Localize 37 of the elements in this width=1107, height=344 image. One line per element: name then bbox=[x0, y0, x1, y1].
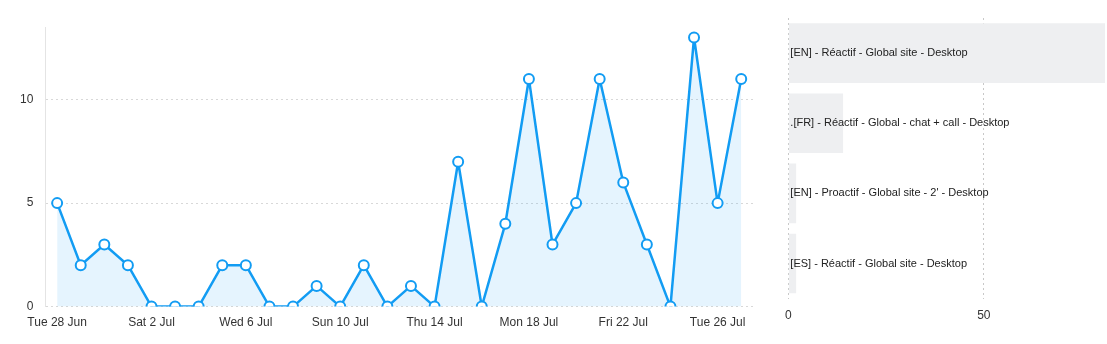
bar bbox=[788, 23, 1105, 83]
point bbox=[640, 238, 653, 251]
point bbox=[735, 72, 748, 85]
point bbox=[357, 259, 370, 272]
point bbox=[452, 155, 465, 168]
x-tick-label: Mon 18 Jul bbox=[499, 315, 559, 330]
point bbox=[310, 279, 323, 292]
y-tick-label: 10 bbox=[19, 91, 34, 106]
point bbox=[570, 197, 583, 210]
point bbox=[593, 72, 606, 85]
y-tick-label: .[FR] - Réactif - Global - chat + call - Desktop bbox=[790, 116, 1010, 129]
point bbox=[522, 72, 535, 85]
point bbox=[688, 31, 701, 44]
point bbox=[51, 197, 64, 210]
y-tick-label: [ES] - Réactif - Global site - Desktop bbox=[790, 256, 968, 269]
point bbox=[617, 176, 630, 189]
point bbox=[546, 238, 559, 251]
x-tick-label: Wed 6 Jul bbox=[219, 315, 273, 330]
x-tick-label: 50 bbox=[977, 308, 991, 323]
x-tick-label: Sat 2 Jul bbox=[128, 315, 175, 330]
point bbox=[98, 238, 111, 251]
point bbox=[404, 279, 417, 292]
x-tick-label: Fri 22 Jul bbox=[598, 315, 648, 330]
x-tick-label: Tue 28 Jun bbox=[27, 315, 87, 330]
y-tick-label: [EN] - Réactif - Global site - Desktop bbox=[790, 46, 968, 59]
y-tick-label: 5 bbox=[26, 195, 34, 210]
point bbox=[711, 197, 724, 210]
x-tick-label: Tue 26 Jul bbox=[689, 315, 746, 330]
point bbox=[216, 259, 229, 272]
point bbox=[121, 259, 134, 272]
x-tick-label: Thu 14 Jul bbox=[406, 315, 463, 330]
y-tick-label: [EN] - Proactif - Global site - 2' - Desktop bbox=[790, 186, 989, 199]
point bbox=[239, 259, 252, 272]
point bbox=[499, 217, 512, 230]
x-tick-label: Sun 10 Jul bbox=[311, 315, 369, 330]
point bbox=[74, 259, 87, 272]
y-tick-label: 0 bbox=[26, 298, 34, 313]
